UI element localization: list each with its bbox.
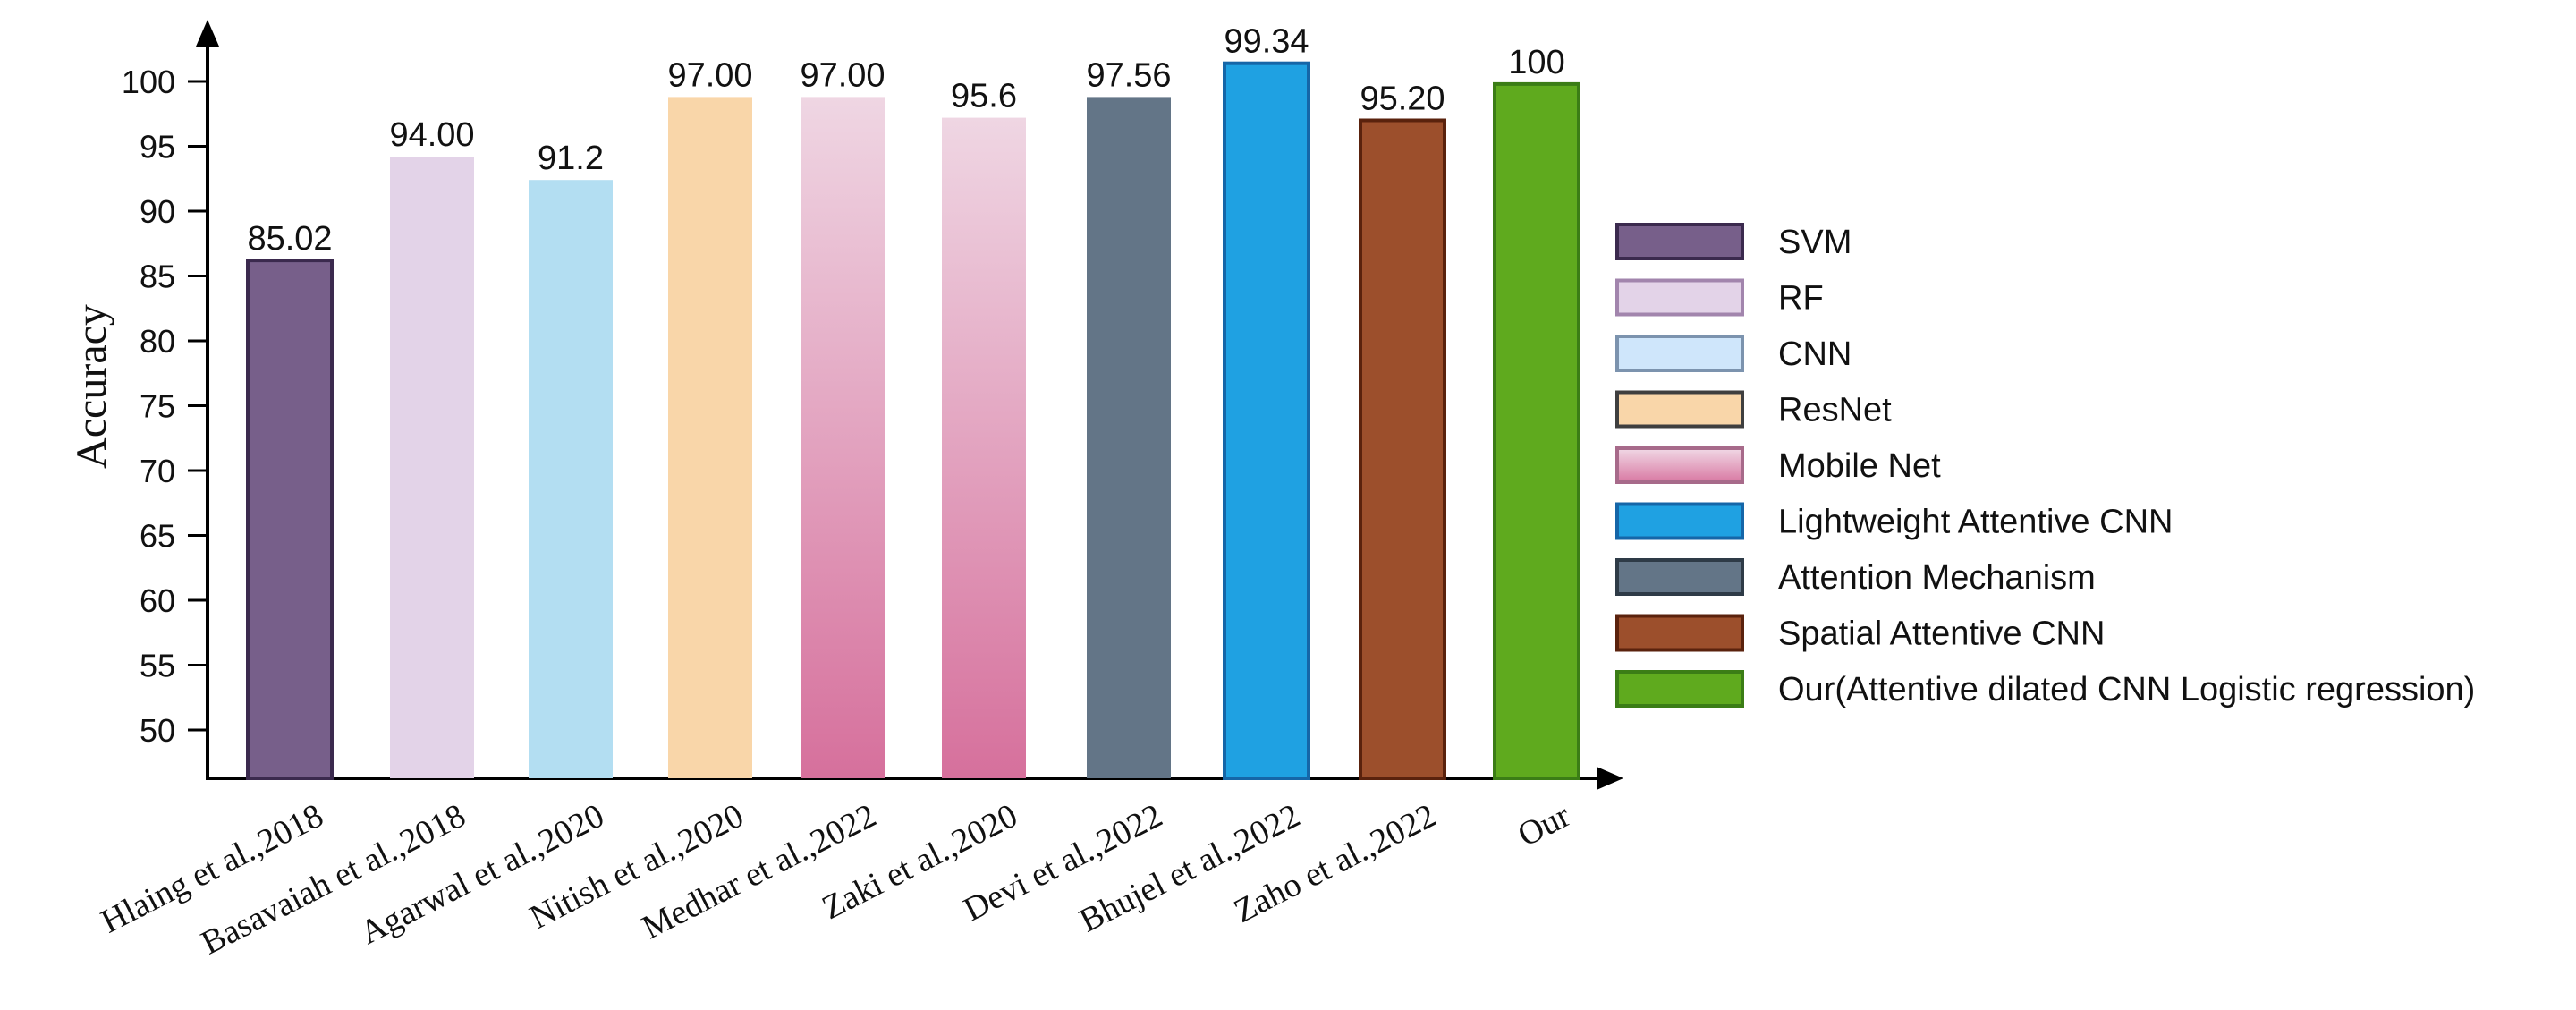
legend-label: RF [1778,280,1824,318]
bars-group [246,61,1580,781]
legend-swatch [1615,390,1744,429]
data-label: 95.6 [951,78,1017,115]
y-axis: 50 55 60 65 70 75 80 85 90 95 100 [122,20,219,778]
x-axis-arrow [1597,767,1623,790]
bar [668,97,752,778]
x-tick-label: Agarwal et al.,2020 [354,797,610,952]
bar [1223,61,1310,780]
bar [1087,97,1171,778]
data-label: 94.00 [389,116,474,154]
legend-item: Spatial Attentive CNN [1615,614,2105,653]
legend-label: Mobile Net [1778,447,1941,485]
data-label: 85.02 [247,220,332,258]
y-tick-label: 75 [140,388,175,425]
legend-label: Spatial Attentive CNN [1778,615,2105,653]
data-label: 91.2 [538,140,604,177]
y-tick-label: 95 [140,129,175,166]
legend-item: RF [1615,278,1824,318]
y-tick-label: 70 [140,453,175,489]
y-axis-arrow [196,20,219,47]
legend-label: Lightweight Attentive CNN [1778,504,2173,541]
bar [942,117,1026,779]
legend-swatch [1615,558,1744,596]
legend-swatch [1615,670,1744,708]
legend-label: Attention Mechanism [1778,559,2096,597]
data-label: 97.00 [800,56,885,94]
value-labels-group: 85.02 94.00 91.2 97.00 97.00 95.6 97.56 99.34 95… [247,23,1564,258]
bar [246,259,334,781]
legend-swatch [1615,446,1744,484]
legend-item: Attention Mechanism [1615,558,2096,597]
legend-item: Lightweight Attentive CNN [1615,502,2173,541]
bar [390,157,474,779]
y-tick-label: 80 [140,323,175,360]
bar [1493,81,1580,780]
data-label: 97.00 [667,56,752,94]
x-tick-label: Medhar et al.,2022 [636,797,882,947]
y-tick-label: 65 [140,518,175,555]
legend-item: SVM [1615,223,1852,261]
legend-swatch [1615,335,1744,372]
y-tick-label: 60 [140,582,175,619]
legend-label: Our(Attentive dilated CNN Logistic regre… [1778,671,2475,709]
y-tick-label: 50 [140,712,175,749]
legend-item: Mobile Net [1615,446,1941,485]
legend-item: CNN [1615,335,1852,373]
y-tick-label: 55 [140,648,175,684]
data-label: 95.20 [1360,81,1445,118]
bar [1359,118,1446,780]
y-axis-label: Accuracy [68,304,115,469]
x-tick-label: Our [1512,796,1576,853]
y-tick-label: 85 [140,259,175,295]
data-label: 100 [1508,44,1564,81]
legend: SVM RF CNN ResNet Mobile Net Lightweight Atte… [1615,223,2475,709]
legend-item: Our(Attentive dilated CNN Logistic regre… [1615,670,2475,709]
bar [801,97,885,778]
legend-label: CNN [1778,335,1852,373]
data-label: 99.34 [1224,23,1309,61]
y-tick-label: 90 [140,193,175,230]
legend-label: SVM [1778,224,1852,261]
legend-swatch [1615,278,1744,317]
legend-swatch [1615,614,1744,652]
y-tick-label: 100 [122,64,175,100]
legend-item: ResNet [1615,390,1892,429]
legend-swatch [1615,502,1744,540]
legend-label: ResNet [1778,392,1892,429]
data-label: 97.56 [1086,56,1171,94]
legend-swatch [1615,223,1744,260]
bar [529,180,613,778]
